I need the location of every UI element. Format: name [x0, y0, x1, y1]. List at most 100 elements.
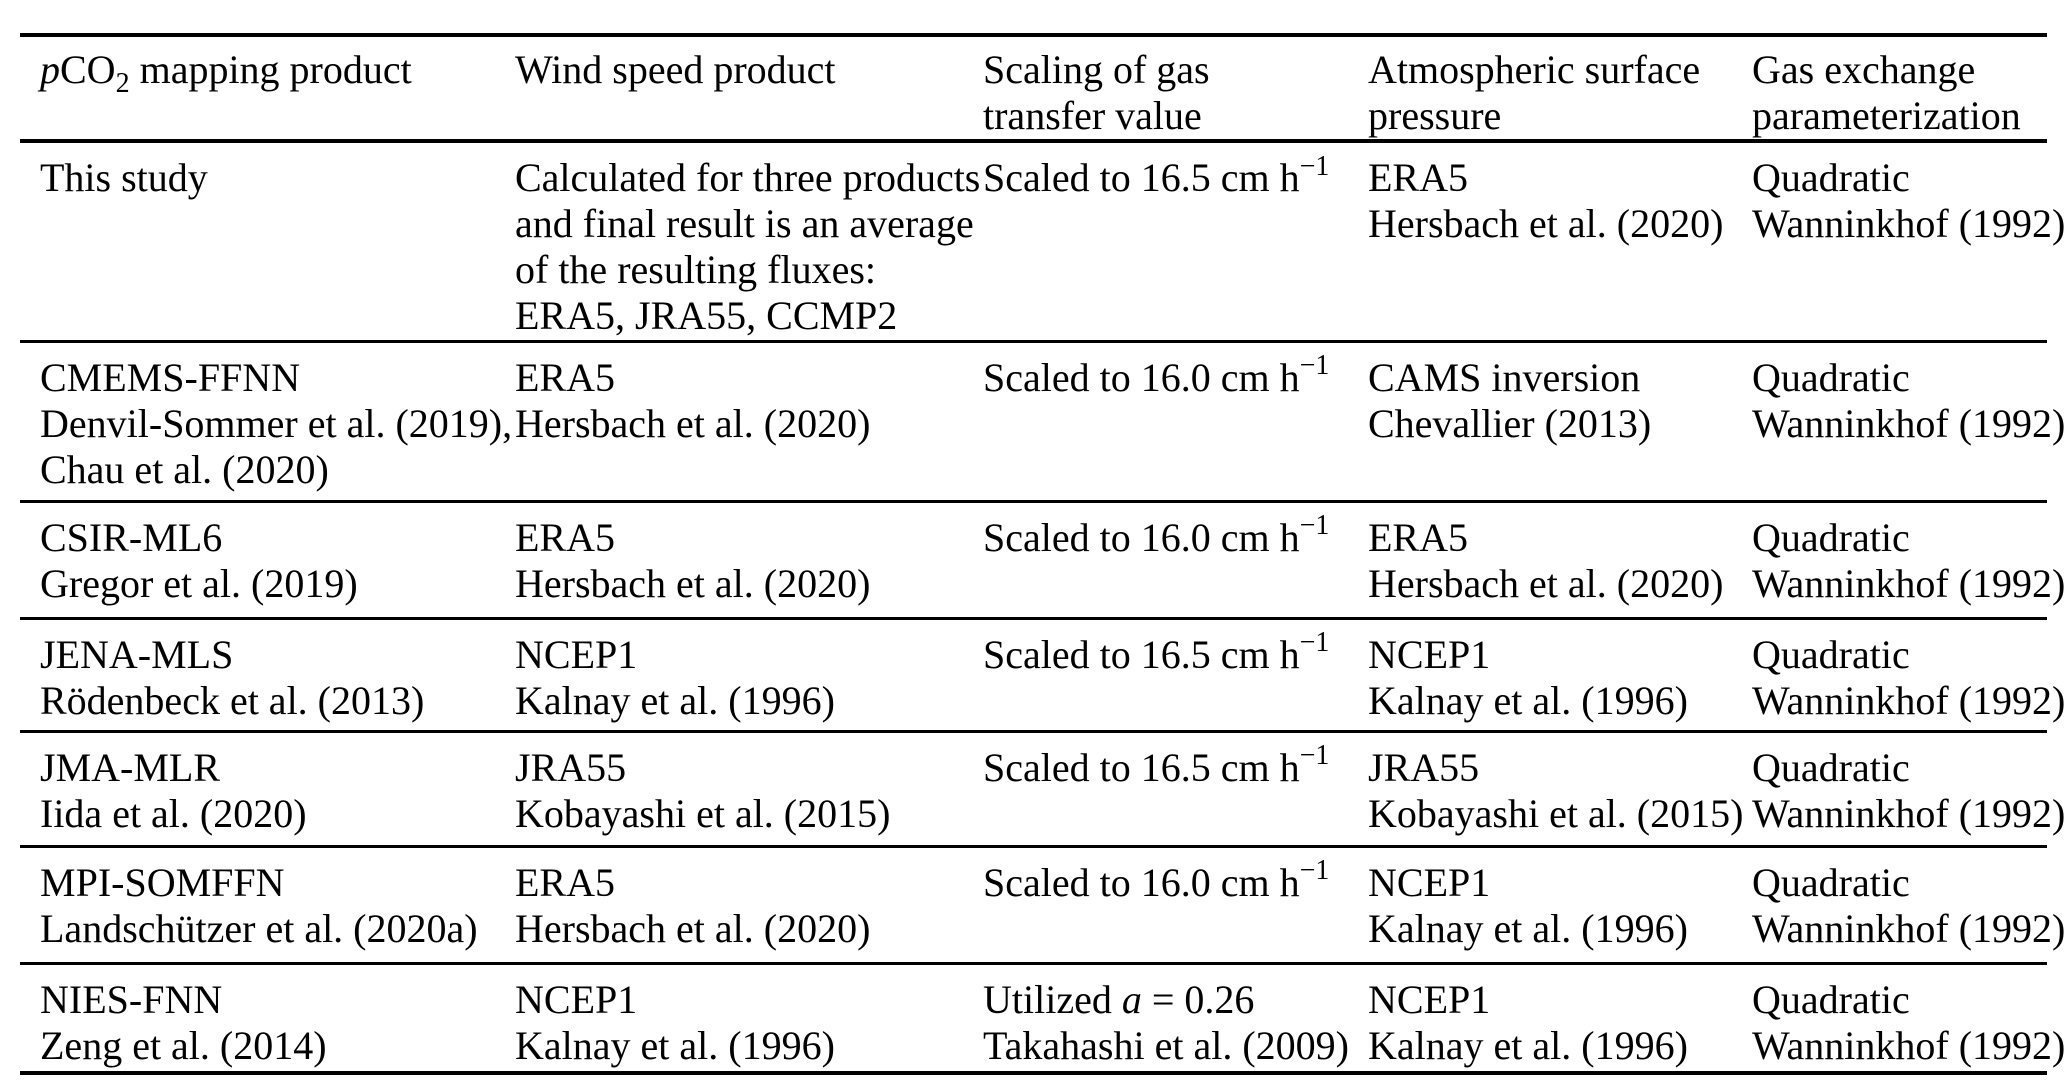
cell-param: Quadratic Wanninkhof (1992): [1732, 341, 2065, 501]
header-line: Gas exchange: [1752, 47, 1976, 92]
table-row-jena-mls: JENA-MLS Rödenbeck et al. (2013) NCEP1 Kal…: [20, 618, 2066, 731]
cell-line: CMEMS-FFNN: [40, 354, 301, 400]
pco2-rest: mapping product: [129, 47, 412, 92]
cell-line: ERA5: [1368, 155, 1468, 200]
table-row-cmems-ffnn: CMEMS-FFNN Denvil-Sommer et al. (2019), Ch…: [20, 341, 2065, 501]
scaling-text: = 0.26: [1141, 976, 1255, 1022]
cell-line: NCEP1: [1368, 976, 1491, 1022]
cell-pressure: ERA5 Hersbach et al. (2020): [1348, 141, 1732, 341]
cell-line: Wanninkhof (1992): [1752, 677, 2066, 723]
col-header-gas-exchange-param: Gas exchange parameterization: [1732, 35, 2047, 141]
cell-line: Hersbach et al. (2020): [515, 560, 871, 606]
superscript-exponent: −1: [1299, 740, 1330, 772]
cell-wind: JRA55 Kobayashi et al. (2015): [495, 731, 963, 846]
cell-line: Quadratic: [1752, 631, 1910, 677]
cell-line: Rödenbeck et al. (2013): [40, 677, 425, 723]
cell-line: JRA55: [515, 744, 627, 790]
scaling-text: Scaled to 16.5 cm h: [983, 631, 1300, 677]
scaling-text: Scaled to 16.0 cm h: [983, 859, 1300, 905]
header-line: parameterization: [1752, 93, 2021, 138]
cell-param: Quadratic Wanninkhof (1992): [1732, 501, 2066, 618]
scaling-text: Scaled to 16.5 cm h: [983, 744, 1300, 790]
cell-product: JENA-MLS Rödenbeck et al. (2013): [20, 618, 495, 731]
superscript-exponent: −1: [1299, 627, 1330, 659]
cell-line: Kalnay et al. (1996): [515, 677, 835, 723]
cell-line: ERA5: [515, 859, 615, 905]
cell-line: Kalnay et al. (1996): [1368, 677, 1688, 723]
header-line: pressure: [1368, 93, 1502, 138]
cell-product: CSIR-ML6 Gregor et al. (2019): [20, 501, 495, 618]
table-row-this-study: This study Calculated for three products…: [20, 141, 2066, 341]
gas-flux-products-table: pCO2 mapping product Wind speed product …: [20, 33, 2066, 1075]
cell-pressure: NCEP1 Kalnay et al. (1996): [1348, 618, 1732, 731]
scaling-text: Scaled to 16.5 cm h: [983, 155, 1300, 200]
cell-product: MPI-SOMFFN Landschützer et al. (2020a): [20, 846, 495, 963]
cell-line: Wanninkhof (1992): [1752, 1022, 2066, 1068]
cell-line: This study: [40, 155, 208, 200]
cell-param: Quadratic Wanninkhof (1992): [1732, 846, 2065, 963]
cell-line: Chevallier (2013): [1368, 400, 1652, 446]
table-header-row: pCO2 mapping product Wind speed product …: [20, 35, 2047, 141]
superscript-exponent: −1: [1299, 510, 1330, 542]
col-header-pco2-mapping-product: pCO2 mapping product: [20, 35, 495, 141]
cell-line: Quadratic: [1752, 976, 1910, 1022]
superscript-exponent: −1: [1299, 350, 1330, 382]
cell-line: Quadratic: [1752, 514, 1910, 560]
cell-line: Scaled to 16.0 cm h−1: [983, 857, 1348, 906]
cell-param: Quadratic Wanninkhof (1992): [1732, 141, 2066, 341]
cell-line: Kalnay et al. (1996): [515, 1022, 835, 1068]
header-line: Atmospheric surface: [1368, 47, 1701, 92]
italic-coefficient-a: a: [1121, 976, 1142, 1022]
pco2-subscript: 2: [115, 68, 130, 99]
cell-line: Scaled to 16.5 cm h−1: [983, 152, 1348, 201]
cell-param: Quadratic Wanninkhof (1992): [1732, 963, 2066, 1073]
cell-line: Hersbach et al. (2020): [1368, 560, 1724, 606]
cell-line: Wanninkhof (1992): [1752, 201, 2066, 246]
cell-line: Wanninkhof (1992): [1752, 560, 2066, 606]
cell-scaling: Scaled to 16.5 cm h−1: [963, 141, 1348, 341]
cell-line: Kobayashi et al. (2015): [1368, 790, 1744, 836]
table-row-csir-ml6: CSIR-ML6 Gregor et al. (2019) ERA5 Hersbac…: [20, 501, 2066, 618]
cell-scaling: Scaled to 16.0 cm h−1: [963, 501, 1348, 618]
pco2-italic-p: p: [40, 47, 60, 92]
cell-param: Quadratic Wanninkhof (1992): [1732, 731, 2065, 846]
cell-line: Hersbach et al. (2020): [515, 400, 871, 446]
scaling-text: Scaled to 16.0 cm h: [983, 514, 1300, 560]
cell-wind: ERA5 Hersbach et al. (2020): [495, 501, 963, 618]
cell-line: Scaled to 16.5 cm h−1: [983, 742, 1348, 791]
cell-scaling: Scaled to 16.5 cm h−1: [963, 731, 1348, 846]
cell-line: CAMS inversion: [1368, 354, 1641, 400]
cell-line: JENA-MLS: [40, 631, 234, 677]
cell-pressure: CAMS inversion Chevallier (2013): [1348, 341, 1732, 501]
col-header-scaling-gas-transfer: Scaling of gas transfer value: [963, 35, 1348, 141]
superscript-exponent: −1: [1299, 150, 1330, 182]
cell-line: Calculated for three products: [515, 155, 981, 200]
cell-product: This study: [20, 141, 495, 341]
cell-product: JMA-MLR Iida et al. (2020): [20, 731, 495, 846]
cell-line: MPI-SOMFFN: [40, 859, 285, 905]
cell-line: Scaled to 16.0 cm h−1: [983, 352, 1348, 401]
cell-product: CMEMS-FFNN Denvil-Sommer et al. (2019), Ch…: [20, 341, 512, 501]
cell-line: Hersbach et al. (2020): [515, 905, 871, 951]
cell-line: Kobayashi et al. (2015): [515, 790, 891, 836]
cell-line: Quadratic: [1752, 354, 1910, 400]
cell-line: ERA5: [515, 354, 615, 400]
cell-line: Zeng et al. (2014): [40, 1022, 327, 1068]
cell-line: Kalnay et al. (1996): [1368, 1022, 1688, 1068]
cell-line: Scaled to 16.0 cm h−1: [983, 512, 1348, 561]
cell-line: Chau et al. (2020): [40, 446, 329, 492]
cell-line: and final result is an average: [515, 201, 974, 246]
cell-line: Hersbach et al. (2020): [1368, 201, 1724, 246]
cell-pressure: JRA55 Kobayashi et al. (2015): [1348, 731, 1744, 846]
cell-line: Quadratic: [1752, 155, 1910, 200]
cell-line: Quadratic: [1752, 859, 1910, 905]
cell-wind: NCEP1 Kalnay et al. (1996): [495, 618, 963, 731]
cell-line: ERA5, JRA55, CCMP2: [515, 293, 898, 338]
cell-wind: ERA5 Hersbach et al. (2020): [495, 846, 963, 963]
cell-line: ERA5: [1368, 514, 1468, 560]
cell-line: NCEP1: [515, 631, 638, 677]
scaling-text: Scaled to 16.0 cm h: [983, 354, 1300, 400]
cell-line: Kalnay et al. (1996): [1368, 905, 1688, 951]
cell-line: CSIR-ML6: [40, 514, 223, 560]
table-row-mpi-somffn: MPI-SOMFFN Landschützer et al. (2020a) ER…: [20, 846, 2065, 963]
